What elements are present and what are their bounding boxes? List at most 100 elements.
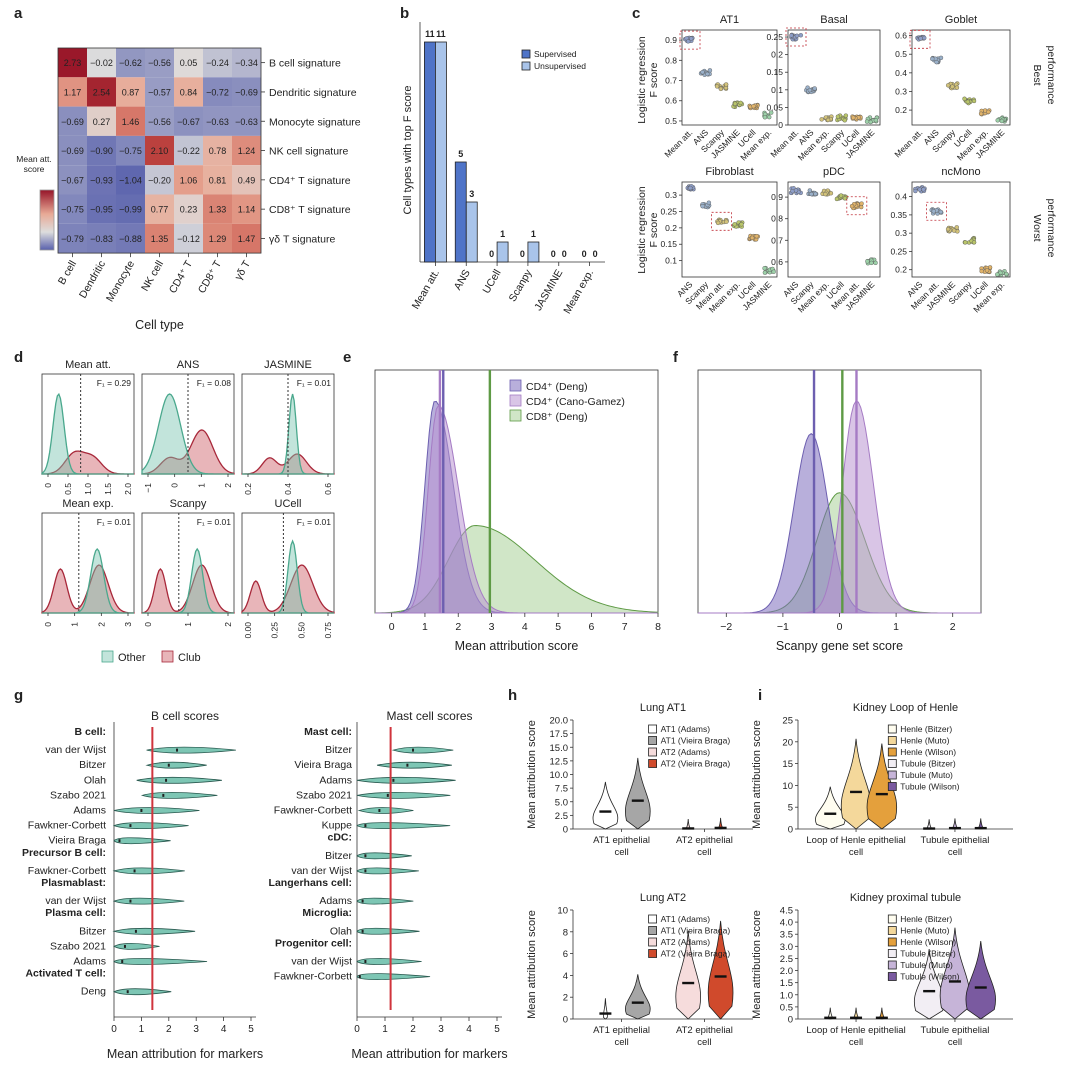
- heatmap-cell: [203, 165, 232, 195]
- y-tick-label: 10: [782, 781, 793, 792]
- violin: [356, 822, 451, 829]
- violin-median: [165, 778, 168, 782]
- violin: [356, 927, 420, 935]
- heatmap-col-label: CD8⁺ T: [196, 258, 225, 295]
- heatmap-cell: [232, 194, 261, 224]
- heatmap-cell: [87, 77, 116, 107]
- y-tick-label: 0.15: [660, 239, 677, 249]
- x-tick-label: 2: [166, 1024, 172, 1035]
- density-tick: 0: [170, 483, 180, 488]
- group-label: AT1 epithelial: [593, 835, 650, 846]
- heatmap-cell: [116, 135, 145, 166]
- score-point: [715, 220, 721, 226]
- heatmap-cell: [203, 48, 232, 78]
- y-tick-label: 5.0: [555, 797, 568, 808]
- heatmap-cell: [232, 223, 261, 254]
- heatmap-value: −0.79: [61, 234, 84, 244]
- score-point: [965, 99, 971, 105]
- density-tick: 0: [143, 622, 153, 627]
- density-tick: 0.6: [323, 483, 333, 495]
- heatmap-value: 1.14: [238, 205, 256, 215]
- group-label: cell: [614, 847, 628, 858]
- group-label: AT2 epithelial: [676, 835, 733, 846]
- subplot-frame: [911, 181, 1011, 278]
- density-tick: 2: [223, 483, 233, 488]
- y-tick-label: 5: [788, 803, 793, 814]
- violin-subplot-title: Lung AT1: [640, 702, 686, 714]
- score-point: [917, 187, 922, 192]
- heatmap-value: −0.12: [177, 234, 200, 244]
- score-point: [732, 101, 738, 106]
- y-tick-label: 0.25: [766, 32, 783, 42]
- heatmap-value: 1.35: [151, 234, 169, 244]
- score-point: [873, 118, 879, 123]
- legend-swatch: [887, 724, 897, 734]
- row-label: Olah: [330, 925, 352, 937]
- density-tick: 0.5: [63, 483, 73, 495]
- legend-swatch: [521, 61, 531, 71]
- y-tick-label: 12.5: [550, 756, 569, 767]
- y-tick-label: 0.9: [665, 35, 677, 45]
- x-axis-title: Mean attribution score: [455, 639, 579, 653]
- score-point: [714, 84, 720, 89]
- legend-label: AT2 (Vieira Braga): [661, 949, 731, 959]
- score-point: [739, 222, 744, 227]
- y-tick-label: 20: [782, 737, 793, 748]
- legend-swatch: [521, 49, 531, 59]
- density-tick: 3: [123, 622, 133, 627]
- group-label: cell: [849, 847, 863, 858]
- subplot-title: Fibroblast: [705, 166, 753, 178]
- bar-data-label: 11: [436, 29, 446, 39]
- bar-y-axis-title: Cell types with top F score: [402, 86, 414, 215]
- score-point: [700, 69, 705, 75]
- heatmap-cell: [116, 106, 145, 136]
- bar-data-label: 0: [593, 249, 598, 259]
- bar-category-label: Scanpy: [507, 267, 535, 304]
- score-point: [873, 260, 878, 266]
- f1-label: F₁ = 0.01: [197, 517, 232, 527]
- score-point: [999, 118, 1005, 124]
- bar-unsupervised: [435, 41, 447, 263]
- y-tick-label: 2: [563, 993, 568, 1004]
- score-point: [995, 118, 1000, 123]
- score-point: [749, 235, 755, 241]
- score-point: [707, 68, 713, 73]
- y-tick-label: 0.3: [895, 228, 907, 238]
- heatmap-value: −0.72: [206, 87, 229, 97]
- legend-label: Unsupervised: [534, 61, 586, 71]
- score-point: [769, 110, 774, 115]
- heatmap-value: −0.75: [61, 205, 84, 215]
- violin-median: [140, 809, 143, 812]
- group-header: Plasma cell:: [45, 907, 106, 919]
- legend-swatch: [887, 926, 897, 935]
- density-title: Mean att.: [65, 359, 111, 371]
- violin-median: [406, 763, 409, 767]
- violin-median: [412, 748, 414, 752]
- y-tick-label: 0.8: [665, 55, 677, 65]
- heatmap-cell: [87, 223, 116, 254]
- violin-subplot-title: B cell scores: [151, 709, 219, 723]
- y-tick-label: 0.9: [771, 192, 783, 202]
- heatmap-row-label: CD8⁺ T signature: [269, 204, 351, 216]
- legend-swatch: [887, 770, 897, 780]
- score-point: [789, 33, 794, 38]
- row-label: Szabo 2021: [50, 789, 106, 801]
- score-point: [978, 111, 984, 116]
- panel-label-g: g: [14, 687, 23, 704]
- bar-data-label: 3: [469, 189, 474, 199]
- y-tick-label: 0: [788, 1015, 793, 1026]
- violin-median: [361, 929, 364, 933]
- violin-median: [129, 824, 132, 828]
- x-tick-label: 0: [354, 1024, 360, 1035]
- legend-swatch: [648, 914, 657, 924]
- density-other: [242, 539, 334, 614]
- legend-label: Henle (Muto): [900, 926, 949, 936]
- heatmap-col-label: NK cell: [139, 259, 166, 294]
- c-y-axis-title: Logistic regression: [636, 36, 648, 124]
- heatmap-value: 0.87: [122, 87, 140, 97]
- row-label: Bitzer: [79, 759, 106, 771]
- heatmap-value: −0.02: [90, 58, 113, 68]
- violin: [136, 776, 222, 784]
- density-tick: −1: [143, 483, 153, 493]
- group-label: cell: [697, 1037, 711, 1048]
